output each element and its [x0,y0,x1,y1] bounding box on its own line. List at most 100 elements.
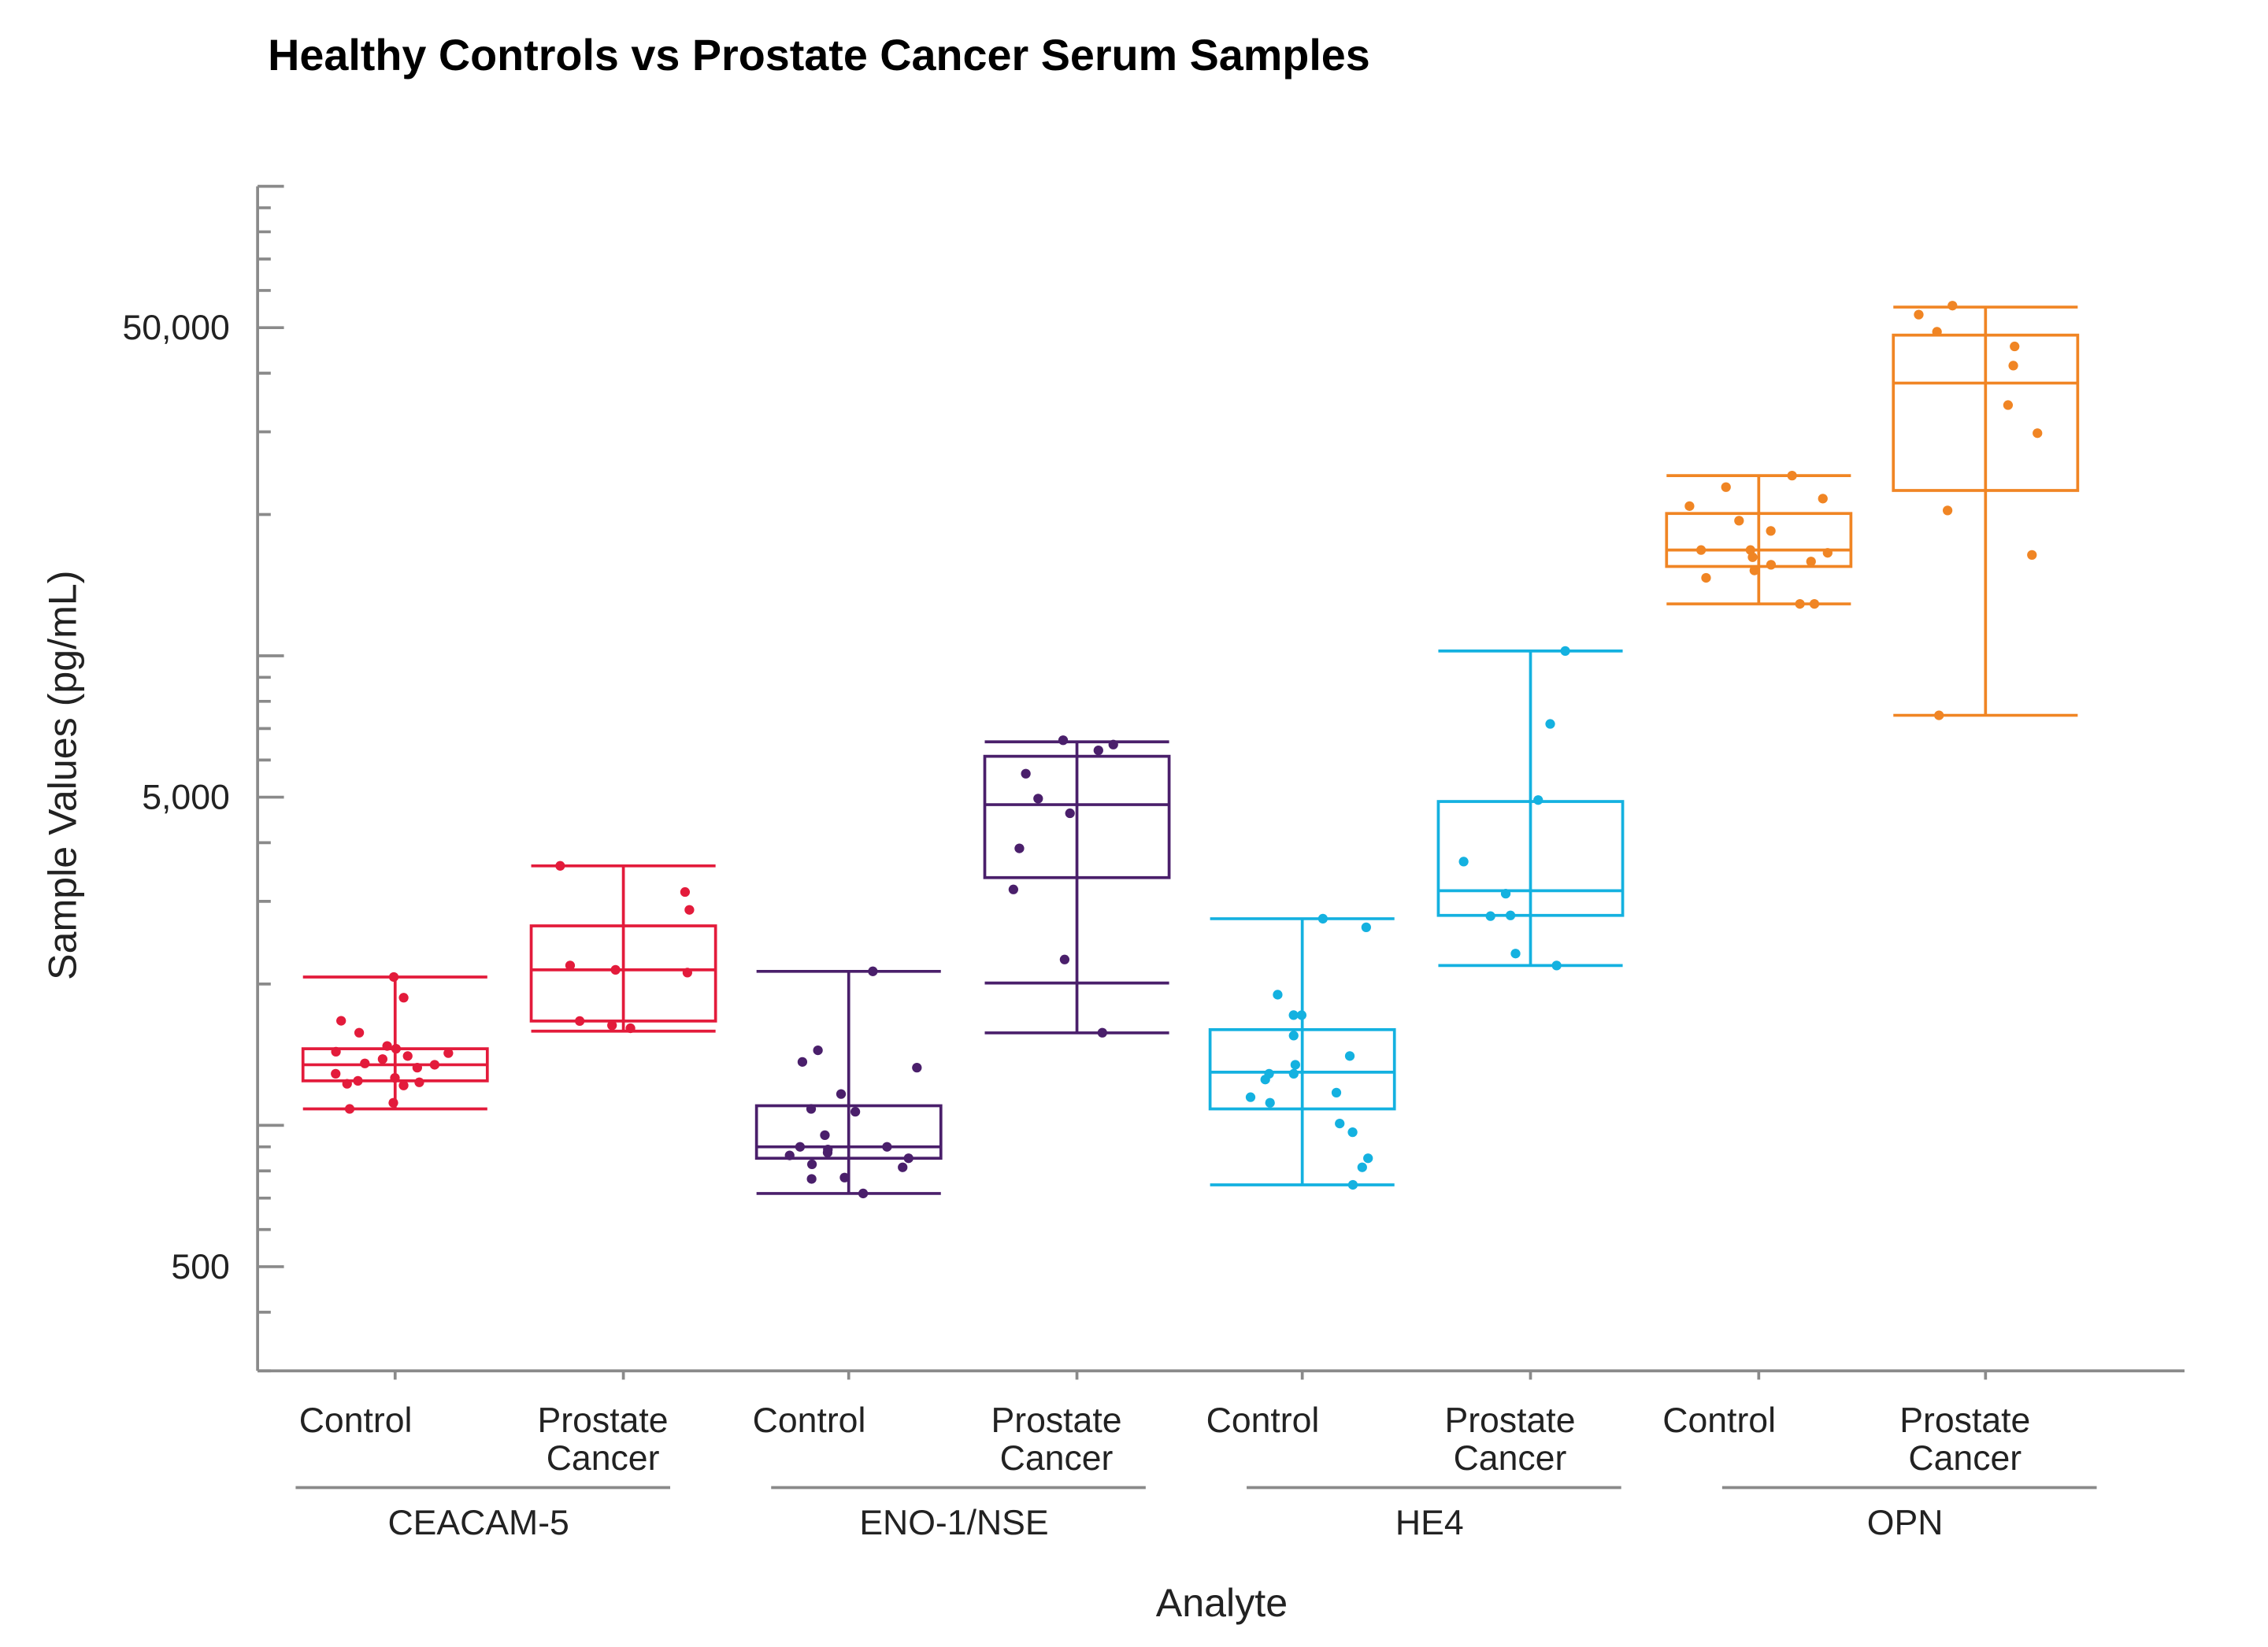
box-prostate-cancer [529,861,717,1034]
y-tick-label: 500 [171,1248,229,1286]
data-point [822,1147,833,1158]
data-point [2033,428,2043,439]
data-point [813,1045,823,1056]
data-point [1361,922,1371,933]
iqr-box [1208,1027,1396,1111]
data-point [414,1077,424,1087]
data-point [1021,768,1031,779]
plot-marks [301,301,2080,1199]
data-point [1818,494,1828,504]
data-point [398,993,409,1003]
data-point [1545,719,1555,729]
data-point [1288,1031,1299,1041]
data-point [1008,884,1018,894]
x-category-label: Cancer [1000,1439,1114,1478]
data-point [684,905,695,915]
data-point [1734,516,1744,526]
data-point [795,1142,806,1152]
data-point [1260,1075,1270,1085]
box-control [301,972,489,1114]
data-point [1331,1087,1342,1097]
y-tick-label: 50,000 [122,309,229,347]
data-point [1551,960,1562,971]
data-point [858,1188,869,1199]
analyte-group-ceacam-5 [301,861,717,1114]
data-point [1273,990,1283,1000]
x-category-label: Cancer [547,1439,660,1478]
data-point [1014,843,1025,853]
data-point [388,1097,398,1108]
data-point [839,1172,850,1183]
data-point [1245,1092,1256,1102]
iqr-box [754,1104,943,1160]
data-point [1822,548,1833,558]
data-point [806,1159,817,1170]
data-point [1766,560,1777,570]
data-point [398,1080,409,1090]
data-point [1265,1097,1275,1108]
data-point [1500,888,1511,899]
data-point [565,960,576,971]
x-category-label: Control [1206,1401,1320,1440]
data-point [1363,1153,1373,1164]
data-point [797,1057,808,1067]
data-point [1108,739,1118,749]
data-point [882,1142,892,1152]
data-point [1288,1068,1299,1079]
data-point [912,1063,922,1073]
data-point [342,1079,352,1089]
x-category-label: Control [753,1401,866,1440]
data-point [607,1020,617,1031]
x-category-label: Cancer [1908,1439,2022,1478]
data-point [391,1043,402,1054]
data-point [1721,482,1731,492]
data-point [390,1073,400,1083]
data-point [1533,795,1544,805]
box-control [754,966,943,1199]
data-point [1947,301,1958,311]
data-point [1684,501,1695,511]
data-point [412,1063,422,1073]
data-point [575,1016,585,1027]
data-point [1806,557,1816,567]
data-point [1914,309,1924,320]
data-point [898,1162,908,1172]
data-point [806,1104,817,1114]
box-prostate-cancer [1892,301,2080,720]
data-point [784,1150,795,1160]
data-point [2027,550,2037,561]
data-point [1344,1051,1355,1061]
data-point [353,1075,363,1086]
data-point [1942,505,1953,516]
data-point [2008,361,2018,371]
data-point [388,972,399,983]
data-point [1458,857,1469,867]
data-point [820,1130,830,1141]
data-point [1809,598,1820,609]
data-point [1065,808,1075,819]
data-point [1701,572,1711,583]
box-control [1665,470,1853,609]
data-point [354,1027,365,1038]
data-point [850,1107,861,1117]
data-point [625,1023,636,1034]
data-point [1097,1027,1107,1038]
x-category-label: Prostate [1899,1401,2030,1440]
analyte-label: ENO-1/NSE [859,1504,1048,1542]
data-point [1317,913,1328,924]
x-category-label: Control [299,1401,413,1440]
data-point [1505,910,1516,920]
data-point [402,1051,413,1061]
y-tick-label: 5,000 [142,778,230,816]
data-point [1766,526,1776,536]
iqr-box [1892,333,2080,492]
data-point [1296,1010,1307,1020]
data-point [377,1054,387,1064]
data-point [1058,735,1069,746]
data-point [331,1046,341,1057]
x-category-label: Prostate [538,1401,669,1440]
data-point [1033,794,1043,804]
analyte-group-he4 [1208,646,1625,1190]
data-point [836,1089,847,1099]
